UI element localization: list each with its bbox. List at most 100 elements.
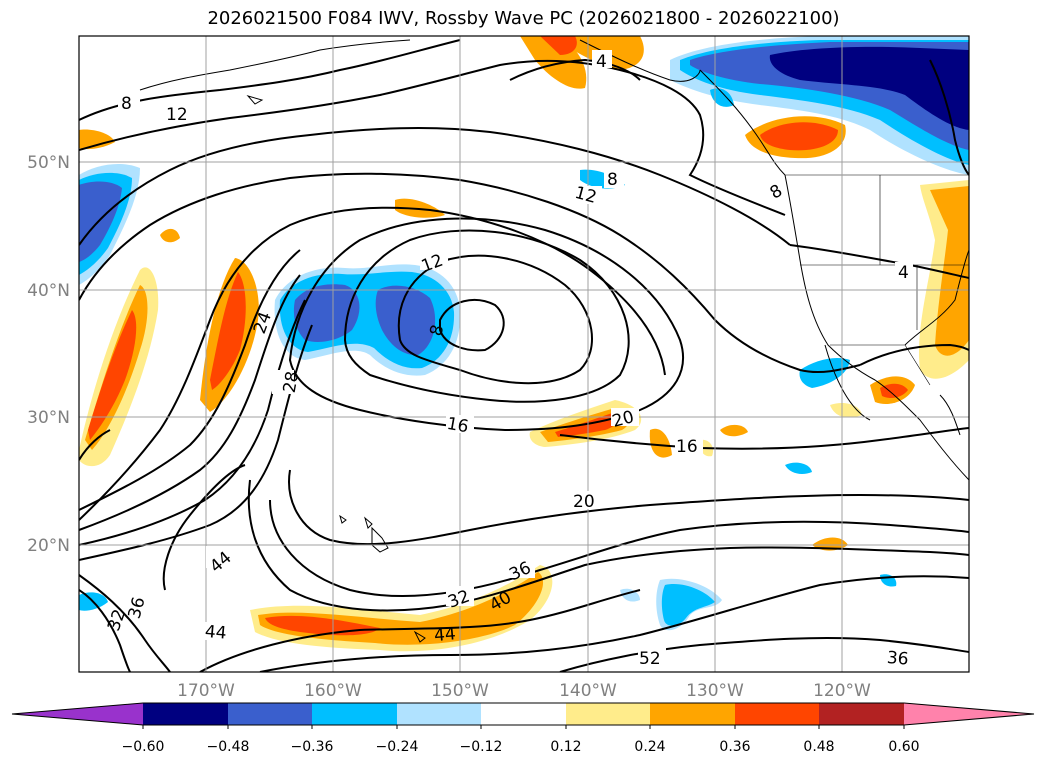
colorbar-tick-label: 0.24	[634, 739, 665, 755]
negative-anomaly-region	[661, 584, 715, 626]
colorbar-tick-label: 0.36	[719, 739, 750, 755]
contour-label: 16	[445, 414, 470, 437]
positive-anomaly-region	[760, 122, 838, 151]
colorbar-tick-label: 0.12	[550, 739, 581, 755]
colorbar-ticks: −0.60 −0.48 −0.36 −0.24 −0.12 0.12 0.24 …	[122, 739, 920, 755]
lat-label-30: 30°N	[27, 408, 70, 428]
contour-line	[929, 59, 969, 176]
islands	[246, 95, 426, 643]
colorbar-swatch	[481, 703, 566, 725]
contour-line	[259, 575, 969, 672]
positive-anomaly-region	[160, 228, 180, 243]
colorbar-swatch	[819, 703, 904, 725]
coastline	[939, 394, 961, 436]
colorbar-swatch	[735, 703, 819, 725]
contour-line	[247, 479, 969, 612]
lon-label-150: 150°W	[431, 681, 489, 700]
positive-anomaly-region	[88, 310, 137, 440]
contour-line	[199, 589, 641, 672]
contour-label: 36	[886, 648, 909, 670]
colorbar-tick-label: −0.48	[207, 739, 250, 755]
negative-anomaly-region	[785, 462, 812, 474]
positive-anomaly-region	[649, 428, 672, 458]
island	[246, 95, 264, 105]
coastline	[904, 249, 969, 346]
political-borders	[785, 174, 969, 386]
colorbar-tick-label: −0.24	[376, 739, 419, 755]
colorbar-swatch	[904, 703, 1034, 725]
contour-line	[79, 59, 786, 216]
colorbar-swatch	[228, 703, 312, 725]
contour-label: 4	[596, 52, 607, 72]
contour-line	[79, 249, 301, 511]
hawaii-island	[339, 514, 347, 524]
contour-line	[79, 39, 461, 121]
map-frame	[78, 35, 970, 673]
colorbar-tick-label: −0.36	[291, 739, 334, 755]
border	[830, 344, 931, 386]
colorbar-swatch	[566, 703, 650, 725]
negative-anomaly-region	[79, 181, 122, 262]
colorbar-swatch	[12, 703, 143, 725]
contour-line	[559, 427, 969, 450]
coastline	[699, 69, 786, 176]
hawaii-island	[364, 516, 373, 529]
colorbar-tick-label: 0.60	[888, 739, 919, 755]
map-title: 2026021500 F084 IWV, Rossby Wave PC (202…	[207, 8, 840, 29]
positive-anomaly-region	[930, 186, 969, 356]
contour-label: 52	[639, 649, 661, 669]
negative-anomaly-region	[769, 46, 969, 130]
contour-label: 4	[898, 263, 909, 283]
lat-label-40: 40°N	[27, 281, 70, 301]
contour-label: 20	[573, 492, 595, 512]
contour-line	[79, 127, 791, 246]
latitude-labels: 50°N 40°N 30°N 20°N	[27, 153, 70, 556]
positive-anomaly-region	[79, 129, 115, 150]
coastline	[139, 39, 411, 91]
lon-label-140: 140°W	[559, 681, 617, 700]
contour-line	[288, 469, 969, 546]
contour-line	[509, 58, 641, 81]
contour-label: 8	[121, 94, 132, 114]
lat-label-50: 50°N	[27, 153, 70, 173]
positive-anomaly-region	[880, 383, 908, 398]
positive-anomaly-region	[720, 424, 748, 437]
contour-label: 44	[204, 622, 227, 644]
contour-label: 16	[676, 437, 698, 457]
contour-line	[439, 299, 505, 352]
colorbar-outline	[11, 702, 1035, 726]
lat-label-20: 20°N	[27, 536, 70, 556]
colorbar-tick-label: 0.48	[803, 739, 834, 755]
lon-label-130: 130°W	[686, 681, 744, 700]
contour-line	[269, 499, 969, 598]
positive-anomaly-region	[210, 272, 246, 390]
colorbar-swatches	[11, 702, 1035, 729]
colorbar-swatch	[397, 703, 481, 725]
colorbar-swatch	[143, 703, 228, 725]
lon-label-120: 120°W	[813, 681, 871, 700]
longitude-labels: 170°W 160°W 150°W 140°W 130°W 120°W	[177, 681, 871, 700]
coastline	[784, 174, 969, 481]
colorbar-tick-label: −0.60	[122, 739, 165, 755]
negative-anomaly-region	[799, 358, 850, 388]
lon-label-160: 160°W	[304, 681, 362, 700]
iwv-contours	[79, 39, 969, 672]
contour-label: 8	[426, 323, 448, 339]
colorbar-swatch	[312, 703, 397, 725]
contour-line	[288, 217, 685, 432]
contour-line	[79, 172, 861, 374]
negative-anomaly-region	[375, 285, 436, 356]
map-plot: 8 12 4 8 12 8 12 8 4 24 28 16 20 16 20	[27, 35, 970, 700]
contour-line	[79, 574, 171, 672]
contour-line	[559, 636, 969, 672]
lon-label-170: 170°W	[177, 681, 235, 700]
colorbar-tick-label: −0.12	[460, 739, 503, 755]
contour-line	[79, 589, 131, 672]
contour-line	[79, 429, 111, 461]
hawaii-island	[371, 526, 389, 553]
contour-label: 12	[166, 105, 188, 125]
contour-line	[859, 343, 969, 366]
contour-line	[343, 229, 630, 403]
island	[413, 630, 426, 643]
positive-anomaly-region	[555, 413, 618, 437]
